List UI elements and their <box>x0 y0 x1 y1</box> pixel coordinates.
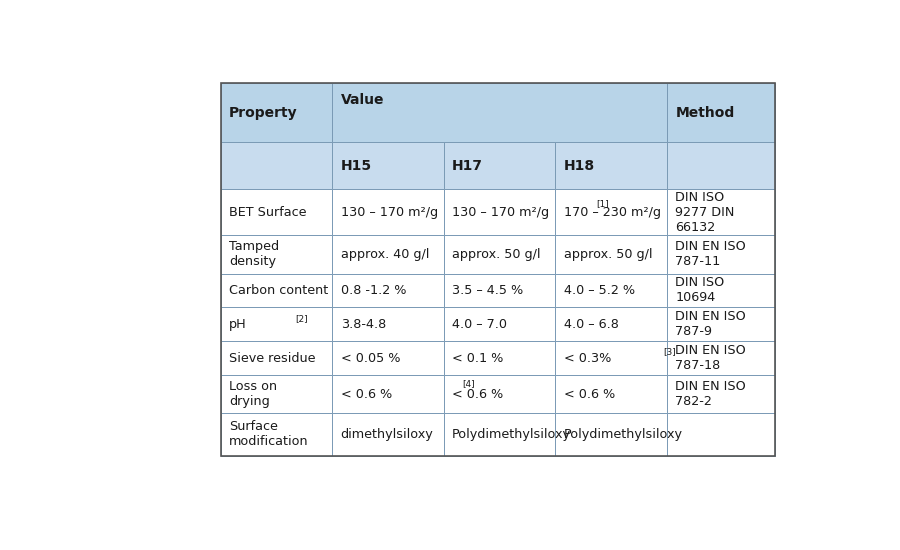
Text: 3.8-4.8: 3.8-4.8 <box>340 318 386 331</box>
Text: H17: H17 <box>452 158 483 173</box>
Bar <box>332 83 667 142</box>
Text: approx. 50 g/l: approx. 50 g/l <box>563 248 652 261</box>
Text: DIN EN ISO
782-2: DIN EN ISO 782-2 <box>675 380 746 408</box>
Text: Method: Method <box>675 106 734 119</box>
Bar <box>332 235 444 273</box>
Bar <box>667 413 775 455</box>
Bar <box>555 235 667 273</box>
Text: Polydimethylsiloxy: Polydimethylsiloxy <box>563 428 683 441</box>
Text: DIN EN ISO
787-18: DIN EN ISO 787-18 <box>675 344 746 372</box>
Bar <box>667 83 775 142</box>
Bar <box>220 341 332 375</box>
Text: Surface
modification: Surface modification <box>229 420 309 448</box>
Bar <box>555 142 667 189</box>
Text: Value: Value <box>340 92 384 107</box>
Bar <box>667 273 775 307</box>
Bar <box>444 235 555 273</box>
Bar <box>555 273 667 307</box>
Text: 4.0 – 7.0: 4.0 – 7.0 <box>452 318 508 331</box>
Bar <box>332 307 444 341</box>
Bar <box>220 235 332 273</box>
Bar <box>332 142 444 189</box>
Text: approx. 40 g/l: approx. 40 g/l <box>340 248 429 261</box>
Text: Polydimethylsiloxy: Polydimethylsiloxy <box>452 428 572 441</box>
Text: DIN EN ISO
787-9: DIN EN ISO 787-9 <box>675 310 746 338</box>
Bar <box>444 273 555 307</box>
Bar <box>667 235 775 273</box>
Text: < 0.6 %: < 0.6 % <box>452 388 503 401</box>
Text: H15: H15 <box>340 158 372 173</box>
Bar <box>220 273 332 307</box>
Text: Property: Property <box>229 106 298 119</box>
Text: < 0.1 %: < 0.1 % <box>452 351 504 365</box>
Bar <box>220 83 332 142</box>
Bar <box>220 413 332 455</box>
Bar <box>667 307 775 341</box>
Bar <box>444 189 555 235</box>
Text: 3.5 – 4.5 %: 3.5 – 4.5 % <box>452 284 524 297</box>
Bar <box>444 142 555 189</box>
Bar <box>332 413 444 455</box>
Text: < 0.6 %: < 0.6 % <box>340 388 392 401</box>
Bar <box>555 307 667 341</box>
Bar <box>220 375 332 413</box>
Text: pH: pH <box>229 318 247 331</box>
Text: DIN EN ISO
787-11: DIN EN ISO 787-11 <box>675 240 746 268</box>
Bar <box>444 341 555 375</box>
Text: < 0.6 %: < 0.6 % <box>563 388 615 401</box>
Text: 170 – 230 m²/g: 170 – 230 m²/g <box>563 206 661 218</box>
Text: 4.0 – 6.8: 4.0 – 6.8 <box>563 318 618 331</box>
Text: Loss on
drying: Loss on drying <box>229 380 277 408</box>
Bar <box>332 341 444 375</box>
Bar <box>220 189 332 235</box>
Bar <box>332 375 444 413</box>
Text: 4.0 – 5.2 %: 4.0 – 5.2 % <box>563 284 634 297</box>
Bar <box>220 142 332 189</box>
Text: < 0.05 %: < 0.05 % <box>340 351 400 365</box>
Bar <box>667 375 775 413</box>
Bar <box>555 341 667 375</box>
Text: H18: H18 <box>563 158 595 173</box>
Bar <box>555 375 667 413</box>
Bar <box>555 413 667 455</box>
Text: [3]: [3] <box>662 348 676 356</box>
Text: Carbon content: Carbon content <box>229 284 328 297</box>
Text: approx. 50 g/l: approx. 50 g/l <box>452 248 541 261</box>
Bar <box>444 413 555 455</box>
Text: Sieve residue: Sieve residue <box>229 351 316 365</box>
Text: DIN ISO
9277 DIN
66132: DIN ISO 9277 DIN 66132 <box>675 191 734 234</box>
Text: 130 – 170 m²/g: 130 – 170 m²/g <box>340 206 437 218</box>
Bar <box>667 142 775 189</box>
Text: [1]: [1] <box>596 199 608 208</box>
Bar <box>667 189 775 235</box>
Bar <box>667 341 775 375</box>
Bar <box>555 189 667 235</box>
Bar <box>220 83 775 455</box>
Text: Tamped
density: Tamped density <box>229 240 279 268</box>
Text: dimethylsiloxy: dimethylsiloxy <box>340 428 433 441</box>
Bar <box>332 273 444 307</box>
Bar <box>332 189 444 235</box>
Text: [4]: [4] <box>463 379 475 388</box>
Bar <box>444 375 555 413</box>
Text: < 0.3%: < 0.3% <box>563 351 611 365</box>
Text: 130 – 170 m²/g: 130 – 170 m²/g <box>452 206 549 218</box>
Text: BET Surface: BET Surface <box>229 206 307 218</box>
Bar <box>444 307 555 341</box>
Bar <box>220 307 332 341</box>
Text: DIN ISO
10694: DIN ISO 10694 <box>675 277 724 305</box>
Text: [2]: [2] <box>296 314 309 323</box>
Text: 0.8 -1.2 %: 0.8 -1.2 % <box>340 284 406 297</box>
